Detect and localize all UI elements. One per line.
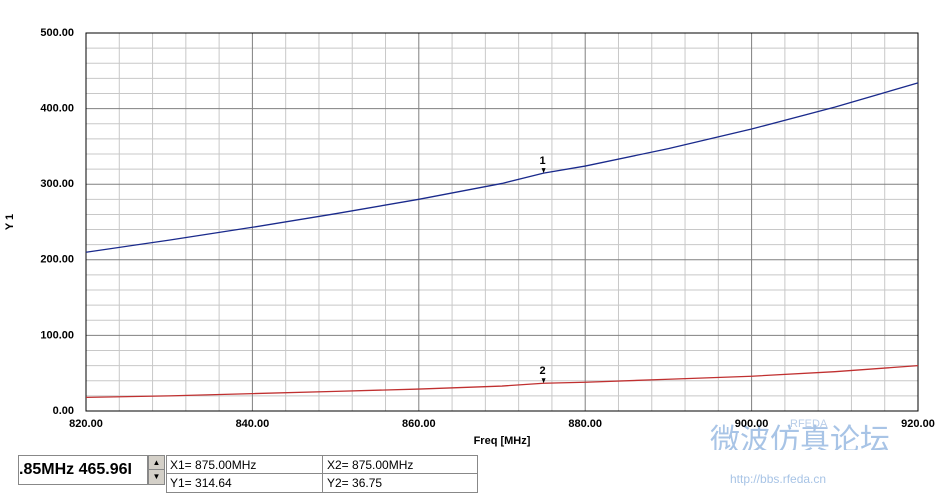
watermark-title: 微波仿真论坛 (710, 424, 890, 450)
marker-arrow (541, 168, 546, 174)
y-tick-label: 500.00 (40, 27, 74, 39)
marker-label: 2 (540, 365, 546, 377)
x1-readout: X1= 875.00MHz (170, 458, 257, 472)
marker-label: 1 (540, 155, 546, 167)
y1-readout: Y1= 314.64 (170, 476, 232, 490)
y-tick-label: 100.00 (40, 329, 74, 341)
value-box[interactable]: .85MHz 465.96I (18, 455, 148, 485)
y2-readout: Y2= 36.75 (327, 476, 383, 490)
series-line (85, 364, 919, 399)
y-tick-label: 400.00 (40, 103, 74, 115)
marker-table: X1= 875.00MHz Y1= 314.64 X2= 875.00MHz Y… (166, 455, 478, 493)
x-tick-label: 820.00 (69, 418, 103, 430)
spin-button[interactable]: ▲ ▼ (148, 455, 165, 485)
x-tick-label: 860.00 (402, 418, 436, 430)
x-tick-label: 840.00 (236, 418, 270, 430)
x-tick-label: 920.00 (901, 418, 935, 430)
watermark-brand: RFEDA (790, 418, 828, 430)
chart: Y 1 Freq [MHz] RFEDA 微波仿真论坛 820.00 840.00… (4, 27, 935, 450)
y-axis-label: Y 1 (4, 214, 16, 230)
y-tick-label: 0.00 (53, 405, 74, 417)
x-tick-label: 880.00 (568, 418, 602, 430)
watermark-url: http://bbs.rfeda.cn (730, 472, 827, 486)
series-line (85, 82, 919, 253)
y-tick-label: 300.00 (40, 178, 74, 190)
marker-arrow (541, 378, 546, 384)
plot-frame (85, 32, 919, 412)
x-axis-label: Freq [MHz] (474, 435, 531, 447)
x2-readout: X2= 875.00MHz (327, 458, 414, 472)
x-tick-label: 900.00 (735, 418, 769, 430)
y-tick-label: 200.00 (40, 254, 74, 266)
